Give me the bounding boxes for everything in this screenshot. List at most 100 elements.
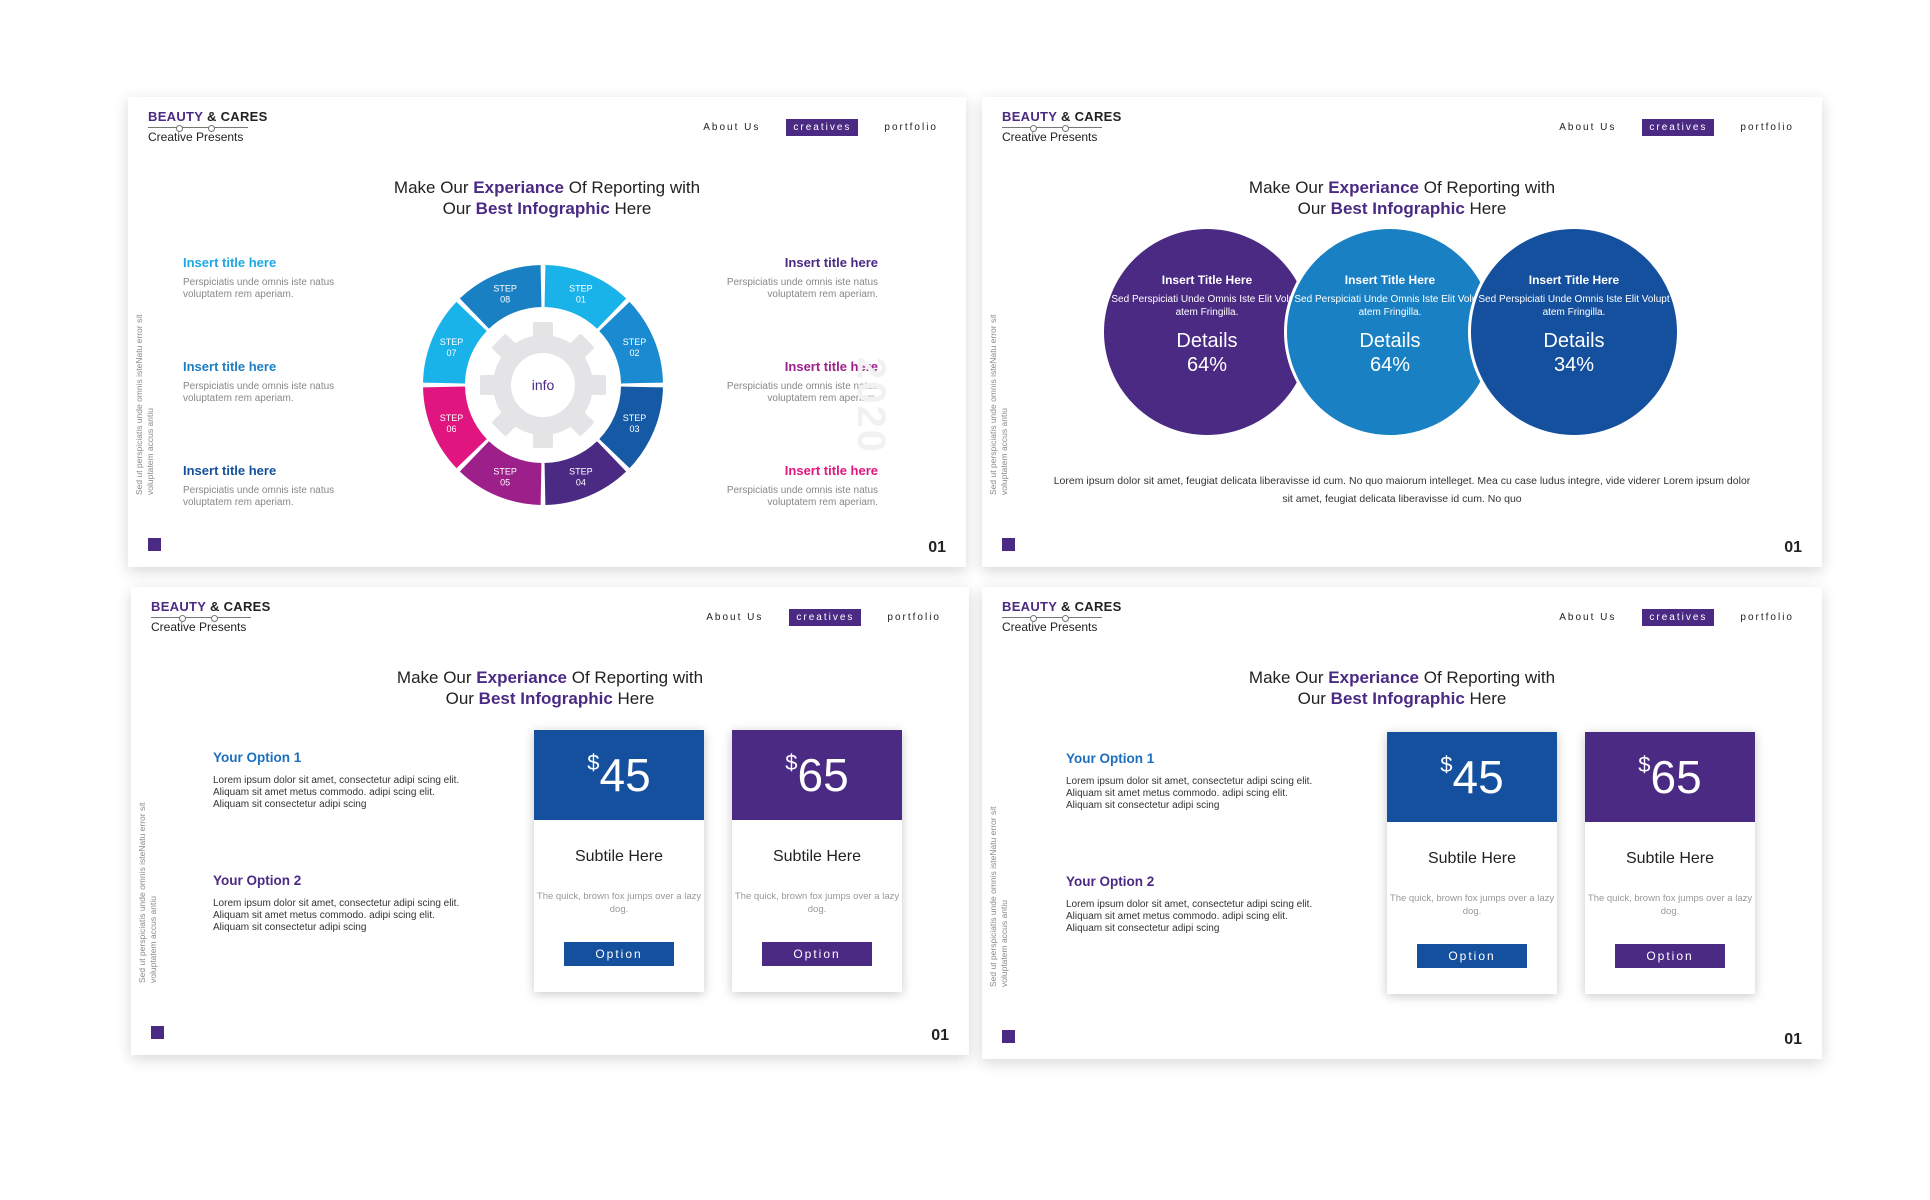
- price-band: $65: [1585, 732, 1755, 822]
- brand-amp: &: [1060, 109, 1071, 124]
- brand-word1: BEAUTY: [1002, 109, 1058, 124]
- headline-text: Of Reporting with: [568, 178, 701, 197]
- card-subtitle: Subtile Here: [1427, 850, 1517, 867]
- brand-word1: BEAUTY: [1002, 599, 1058, 614]
- headline-text: Of Reporting with: [1423, 178, 1556, 197]
- option-title: Your Option 1: [1066, 751, 1155, 766]
- brand-logo: BEAUTY & CARES Creative Presents: [1002, 109, 1122, 144]
- slide-4[interactable]: BEAUTY & CARES Creative Presents About U…: [982, 587, 1822, 1059]
- item-desc: Perspiciatis unde omnis iste natus volup…: [183, 485, 335, 508]
- nav-portfolio[interactable]: portfolio: [1740, 122, 1794, 133]
- step-label-06: STEP: [440, 413, 464, 423]
- price-card-2: $65 Subtile Here The quick, brown fox ju…: [1585, 732, 1755, 994]
- headline-text: Make Our: [1248, 178, 1324, 197]
- option-button[interactable]: Option: [1615, 944, 1725, 968]
- circle-value: 64%: [1369, 354, 1411, 376]
- option-desc: Lorem ipsum dolor sit amet, consectetur …: [1066, 776, 1313, 811]
- corner-square: [1002, 538, 1015, 551]
- circle-desc: Sed Perspiciati Unde Omnis Iste Elit Vol…: [1111, 294, 1303, 318]
- corner-square: [148, 538, 161, 551]
- brand-word2: CARES: [1074, 599, 1122, 614]
- headline-highlight: Experiance: [1328, 178, 1420, 197]
- brand-subtitle: Creative Presents: [148, 130, 244, 144]
- option-button[interactable]: Option: [1417, 944, 1527, 968]
- item-title: Insert title here: [784, 463, 878, 478]
- option-desc: Lorem ipsum dolor sit amet, consectetur …: [1066, 899, 1313, 934]
- page-number: 01: [1784, 539, 1802, 556]
- option-title: Your Option 2: [213, 873, 302, 888]
- circle-value: 64%: [1186, 354, 1228, 376]
- step-label-07: STEP: [440, 337, 464, 347]
- price-currency: $: [1638, 752, 1651, 777]
- step-segment-03: [599, 386, 663, 469]
- step-label-02: STEP: [623, 337, 647, 347]
- brand-word1: BEAUTY: [148, 109, 204, 124]
- body-paragraph: Lorem ipsum dolor sit amet, feugiat deli…: [1053, 475, 1751, 505]
- right-item-1: Insert title here Perspiciatis unde omni…: [698, 255, 878, 301]
- price-currency: $: [785, 750, 798, 775]
- option-button[interactable]: Option: [564, 942, 674, 966]
- option-desc: Lorem ipsum dolor sit amet, consectetur …: [213, 898, 460, 933]
- headline-highlight: Best Infographic: [475, 199, 610, 218]
- headline-text: Our: [445, 689, 474, 708]
- step-segment-08: [459, 265, 542, 329]
- brand-word2: CARES: [220, 109, 268, 124]
- nav-about-us[interactable]: About Us: [1559, 612, 1617, 623]
- option-block-1: Your Option 1 Lorem ipsum dolor sit amet…: [1066, 751, 1326, 812]
- price-amount: 45: [599, 749, 651, 801]
- nav-portfolio[interactable]: portfolio: [1740, 612, 1794, 623]
- left-item-2: Insert title here Perspiciatis unde omni…: [183, 359, 363, 405]
- item-title: Insert title here: [183, 359, 277, 374]
- slide-1[interactable]: BEAUTY & CARES Creative Presents About U…: [128, 97, 966, 567]
- item-title: Insert title here: [183, 463, 277, 478]
- item-desc: Perspiciatis unde omnis iste natus volup…: [183, 381, 335, 404]
- nav-portfolio[interactable]: portfolio: [887, 612, 941, 623]
- nav-creatives[interactable]: creatives: [1642, 119, 1715, 136]
- circle-desc: Sed Perspiciati Unde Omnis Iste Elit Vol…: [1478, 294, 1670, 318]
- price-amount: 45: [1452, 751, 1504, 803]
- step-num-03: 03: [629, 424, 639, 434]
- item-desc: Perspiciatis unde omnis iste natus volup…: [726, 381, 878, 404]
- step-num-07: 07: [447, 348, 457, 358]
- headline-text: Here: [1469, 199, 1507, 218]
- card-subtitle: Subtile Here: [772, 848, 862, 865]
- price-amount: 65: [797, 749, 849, 801]
- side-vertical-text: Sed ut perspiciatis unde omnis isteNatu …: [134, 314, 155, 495]
- left-item-1: Insert title here Perspiciatis unde omni…: [183, 255, 363, 301]
- nav-about-us[interactable]: About Us: [1559, 122, 1617, 133]
- step-num-01: 01: [576, 295, 586, 305]
- option-block-2: Your Option 2 Lorem ipsum dolor sit amet…: [1066, 874, 1326, 935]
- price-card-2: $65 Subtile Here The quick, brown fox ju…: [732, 730, 902, 992]
- price-band: $45: [534, 730, 704, 820]
- price-band: $45: [1387, 732, 1557, 822]
- card-subtitle: Subtile Here: [1625, 850, 1715, 867]
- brand-logo: BEAUTY & CARES Creative Presents: [148, 109, 268, 144]
- right-item-3: Insert title here Perspiciatis unde omni…: [698, 463, 878, 509]
- slide-headline: Make Our Experiance Of Reporting with Ou…: [982, 177, 1822, 219]
- item-desc: Perspiciatis unde omnis iste natus volup…: [726, 485, 878, 508]
- price-card-1: $45 Subtile Here The quick, brown fox ju…: [534, 730, 704, 992]
- item-title: Insert title here: [183, 255, 277, 270]
- card-desc: The quick, brown fox jumps over a lazy d…: [734, 891, 900, 915]
- headline-text: Here: [617, 689, 655, 708]
- circle-title: Insert Title Here: [1344, 273, 1436, 287]
- step-segment-02: [599, 301, 663, 384]
- nav-creatives[interactable]: creatives: [1642, 609, 1715, 626]
- nav-creatives[interactable]: creatives: [789, 609, 862, 626]
- nav-creatives[interactable]: creatives: [786, 119, 859, 136]
- slide-3[interactable]: BEAUTY & CARES Creative Presents About U…: [131, 587, 969, 1055]
- step-label-05: STEP: [493, 466, 517, 476]
- nav-portfolio[interactable]: portfolio: [884, 122, 938, 133]
- gear-icon: [480, 322, 606, 448]
- nav-about-us[interactable]: About Us: [706, 612, 764, 623]
- nav-about-us[interactable]: About Us: [703, 122, 761, 133]
- card-desc: The quick, brown fox jumps over a lazy d…: [536, 891, 702, 915]
- step-segment-07: [423, 301, 487, 384]
- brand-subtitle: Creative Presents: [1002, 130, 1098, 144]
- circle-card-2: Insert Title Here Sed Perspiciati Unde O…: [1284, 226, 1496, 438]
- headline-text: Make Our: [396, 668, 472, 687]
- slide-2[interactable]: BEAUTY & CARES Creative Presents About U…: [982, 97, 1822, 567]
- side-vertical-text: Sed ut perspiciatis unde omnis isteNatu …: [988, 314, 1009, 495]
- option-button[interactable]: Option: [762, 942, 872, 966]
- corner-square: [151, 1026, 164, 1039]
